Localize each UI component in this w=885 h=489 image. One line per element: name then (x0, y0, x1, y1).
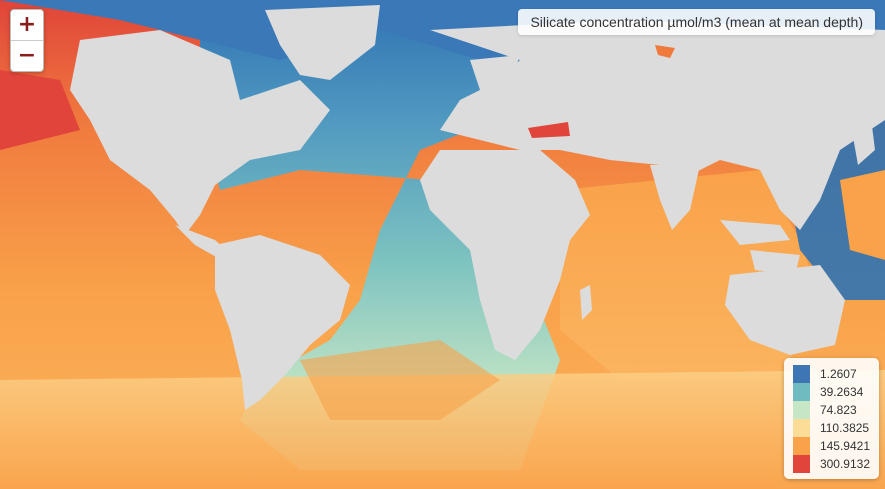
legend-swatch (792, 455, 810, 473)
legend-item: 39.2634 (792, 383, 870, 401)
white-sea (655, 45, 675, 58)
land-masses (70, 5, 885, 410)
legend-label: 1.2607 (819, 367, 857, 381)
legend-item: 110.3825 (792, 419, 870, 437)
zoom-out-button[interactable]: − (11, 40, 43, 71)
zoom-control: + − (10, 9, 44, 72)
legend-item: 300.9132 (792, 455, 870, 473)
legend-swatch (792, 383, 810, 401)
east-asia-sea (840, 170, 885, 260)
legend-swatch (792, 401, 810, 419)
legend-swatch (792, 365, 810, 383)
southern-ocean (0, 370, 885, 489)
legend: 1.2607 39.2634 74.823 110.3825 145.9421 300.9… (783, 358, 879, 479)
legend-label: 145.9421 (819, 439, 870, 453)
south-atlantic-orange (300, 340, 500, 420)
legend-item: 145.9421 (792, 437, 870, 455)
legend-label: 110.3825 (819, 421, 870, 435)
legend-item: 74.823 (792, 401, 870, 419)
black-sea (528, 122, 570, 138)
legend-label: 300.9132 (819, 457, 870, 471)
legend-swatch (792, 419, 810, 437)
legend-item: 1.2607 (792, 365, 870, 383)
zoom-in-button[interactable]: + (17, 12, 37, 37)
legend-swatch (792, 437, 810, 455)
legend-label: 74.823 (819, 403, 857, 417)
map-title: Silicate concentration µmol/m3 (mean at … (518, 9, 875, 35)
north-pacific-high (0, 70, 80, 150)
legend-label: 39.2634 (819, 385, 864, 399)
